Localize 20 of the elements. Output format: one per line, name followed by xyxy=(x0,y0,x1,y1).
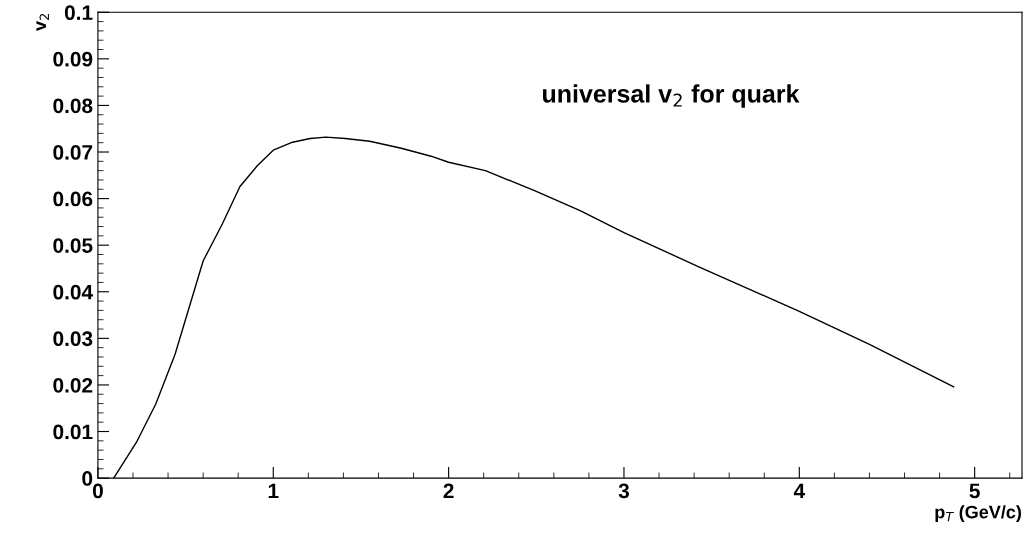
x-tick-label: 2 xyxy=(443,483,454,499)
y-tick-label: 0.05 xyxy=(53,238,93,253)
annotation: universal v$_{2}$ for quark xyxy=(543,84,800,108)
y-tick-label: 0.02 xyxy=(53,377,93,393)
y-tick-label: 0.09 xyxy=(53,51,93,67)
y-tick-label: 0.07 xyxy=(53,145,93,160)
x-tick-label: 5 xyxy=(969,483,980,499)
x-axis-title: p$_{T}$ (GeV/c) xyxy=(935,505,1021,522)
y-tick-label: 0 xyxy=(82,471,93,486)
y-axis-title: v$_{2}$ xyxy=(36,14,49,31)
y-tick-label: 0.08 xyxy=(53,98,93,114)
x-tick-label: 4 xyxy=(793,483,805,499)
y-tick-label: 0.01 xyxy=(53,424,93,440)
y-tick-label: 0.03 xyxy=(53,331,93,347)
x-tick-label: 3 xyxy=(618,483,630,499)
x-tick-label: 0 xyxy=(92,483,103,499)
x-tick-label: 1 xyxy=(268,483,279,499)
y-tick-label: 0.06 xyxy=(53,191,93,207)
y-tick-label: 0.04 xyxy=(53,284,93,300)
y-tick-label: 0.1 xyxy=(64,5,93,21)
